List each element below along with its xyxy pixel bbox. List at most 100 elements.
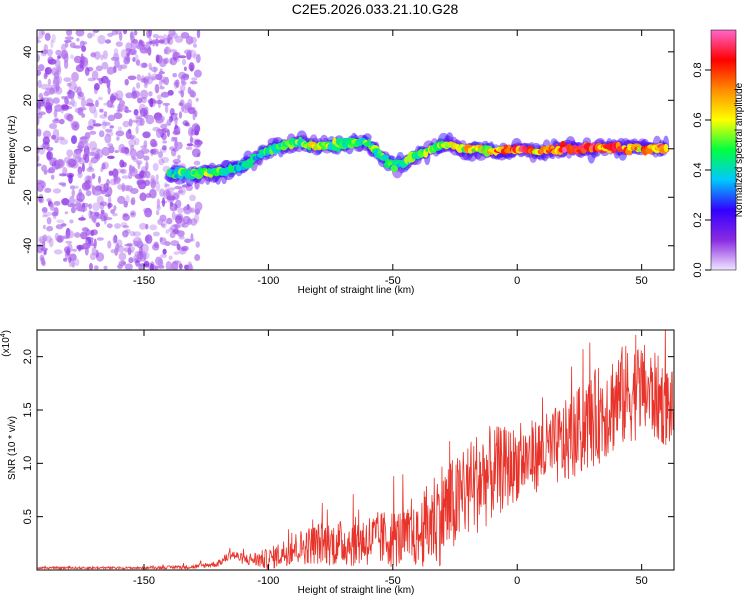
noise-blob (140, 89, 149, 100)
noise-blob (168, 255, 173, 261)
noise-blob (94, 83, 100, 91)
noise-blob (160, 123, 168, 129)
noise-blob (135, 117, 143, 127)
noise-blob (104, 133, 112, 144)
noise-blob (138, 265, 143, 270)
snr-y-axis-label: SNR (10 * v/v) (7, 416, 18, 480)
noise-blob (172, 158, 181, 164)
noise-blob (183, 205, 192, 215)
noise-blob (40, 83, 50, 90)
noise-blob (120, 222, 128, 228)
noise-blob (106, 223, 113, 229)
colorbar-label: Normalized spectral amplitude (734, 82, 745, 217)
noise-blob (163, 34, 168, 41)
noise-blob (159, 188, 165, 197)
noise-blob (145, 41, 154, 45)
noise-blob (172, 224, 180, 228)
noise-blob (95, 65, 103, 72)
noise-blob (175, 117, 179, 121)
noise-blob (135, 125, 139, 135)
spectrogram-panel: -150 -100 -50 0 50 -40 -20 0 20 40 Height of str… (7, 29, 675, 296)
noise-blob (134, 54, 139, 64)
noise-blob (128, 118, 133, 127)
noise-blob (159, 237, 163, 242)
noise-blob (176, 191, 180, 199)
spectrogram-marks (37, 30, 670, 270)
noise-blob (153, 241, 159, 248)
noise-blob (156, 198, 161, 208)
noise-blob (160, 253, 168, 258)
noise-blob (158, 158, 165, 166)
noise-blob (152, 33, 159, 39)
noise-blob (42, 234, 48, 242)
noise-blob (182, 73, 190, 78)
noise-blob (160, 223, 165, 227)
noise-blob (107, 87, 111, 95)
noise-blob (144, 106, 149, 114)
noise-blob (175, 215, 183, 224)
noise-blob (121, 175, 131, 179)
noise-blob (93, 265, 99, 270)
noise-blob (88, 160, 93, 169)
noise-blob (110, 93, 115, 104)
noise-blob (144, 179, 151, 186)
noise-blob (42, 214, 48, 218)
noise-blob (132, 86, 136, 97)
noise-blob (120, 49, 128, 59)
noise-blob (144, 207, 153, 218)
noise-blob (134, 250, 141, 258)
noise-blob (61, 183, 67, 187)
spectrogram-y-axis-label: Frequency (Hz) (7, 116, 18, 185)
noise-blob (158, 58, 167, 68)
noise-blob (160, 79, 165, 83)
noise-blob (127, 246, 132, 256)
noise-blob (152, 162, 159, 172)
noise-blob (86, 175, 92, 181)
noise-blob (89, 252, 97, 261)
noise-blob (122, 230, 129, 238)
noise-blob (136, 150, 145, 160)
noise-blob (124, 149, 132, 156)
noise-blob (160, 91, 170, 98)
noise-blob (66, 30, 73, 36)
noise-blob (69, 195, 75, 206)
noise-blob (46, 146, 54, 152)
noise-blob (136, 160, 143, 166)
noise-blob (190, 218, 197, 226)
noise-blob (182, 215, 191, 225)
noise-blob (156, 128, 162, 139)
noise-blob (130, 144, 134, 152)
noise-blob (151, 142, 158, 148)
colorbar-tick-label: 0.2 (692, 212, 704, 227)
noise-blob (63, 60, 69, 69)
noise-blob (132, 157, 139, 163)
noise-blob (125, 92, 134, 99)
noise-blob (128, 257, 134, 264)
noise-blob (179, 84, 186, 92)
noise-blob (97, 34, 106, 45)
noise-blob (128, 245, 135, 252)
noise-blob (117, 168, 123, 174)
noise-blob (95, 222, 101, 228)
noise-blob (164, 183, 170, 187)
colorbar-tick-label: 0.4 (692, 162, 704, 177)
noise-blob (185, 146, 193, 150)
noise-blob (104, 193, 112, 197)
noise-blob (53, 109, 58, 118)
noise-blob (38, 197, 43, 203)
y-tick-label: -20 (22, 189, 34, 205)
noise-blob (40, 51, 47, 57)
noise-blob (143, 140, 148, 148)
noise-blob (160, 200, 168, 204)
noise-blob (117, 103, 121, 112)
noise-blob (92, 30, 100, 33)
noise-blob (46, 49, 54, 57)
noise-blob (122, 213, 130, 221)
noise-blob (81, 45, 87, 52)
noise-blob (58, 118, 65, 125)
noise-blob (113, 48, 119, 57)
noise-blob (107, 196, 112, 204)
colorbar-ticks: 0.0 0.2 0.4 0.6 0.8 (692, 62, 711, 278)
noise-blob (169, 231, 176, 239)
noise-blob (169, 201, 174, 207)
